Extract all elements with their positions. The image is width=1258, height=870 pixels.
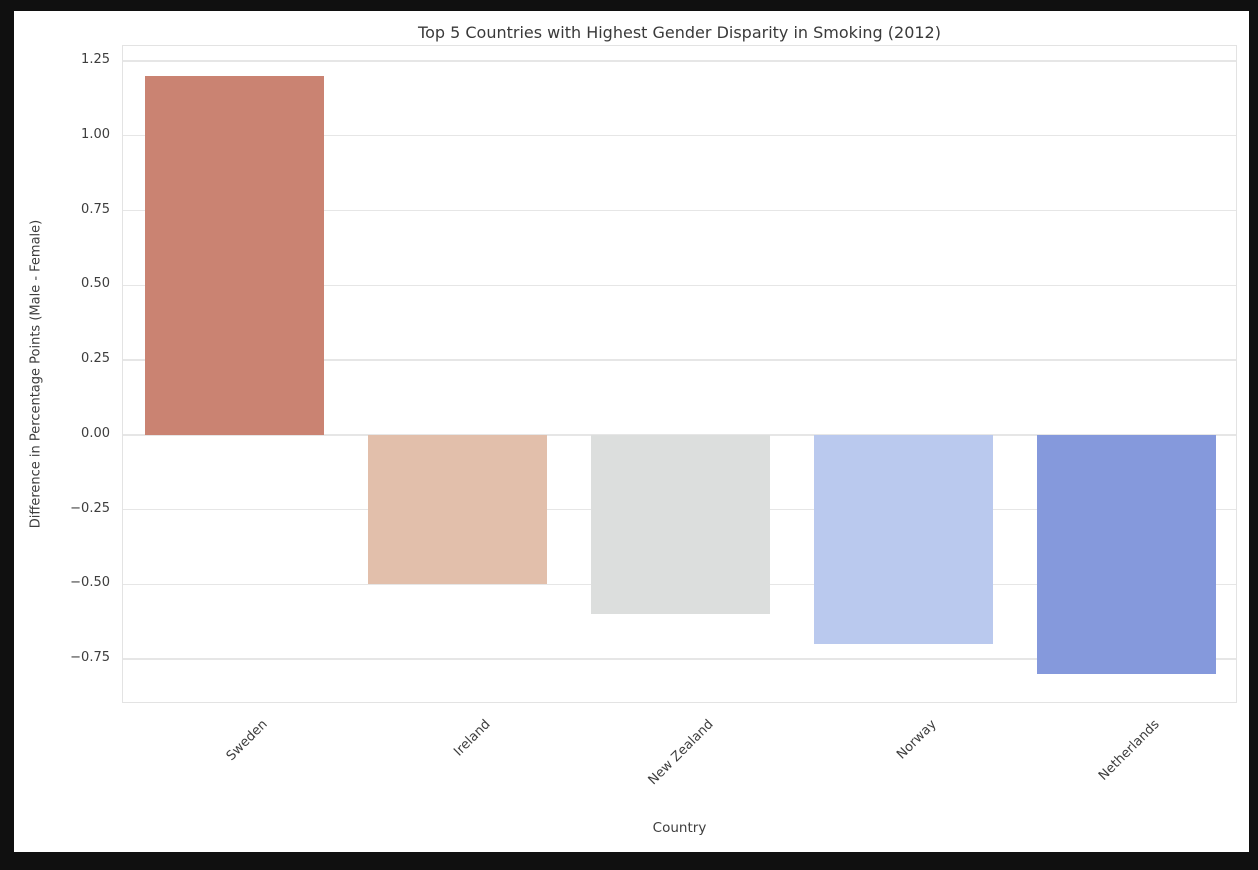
bar-new-zealand [591,434,770,615]
y-tick-label: −0.50 [70,575,110,591]
x-axis-label: Country [652,820,707,836]
x-tick-label: Sweden [223,717,271,764]
gridline [123,359,1236,361]
y-axis-label: Difference in Percentage Points (Male - … [28,219,44,529]
x-tick-label: Ireland [450,717,494,760]
bar-norway [814,434,993,645]
chart-title: Top 5 Countries with Highest Gender Disp… [418,23,941,42]
y-tick-label: 0.00 [81,425,110,441]
x-tick-label: Norway [893,717,940,763]
gridline [123,284,1236,287]
y-tick-label: 0.75 [81,201,110,217]
y-tick-label: 1.00 [81,126,110,142]
y-tick-label: −0.75 [70,650,110,666]
y-tick-label: 0.25 [81,351,110,367]
gridline [123,209,1236,212]
bar-netherlands [1037,434,1216,675]
bar-ireland [368,434,547,585]
gridline [123,658,1236,660]
y-tick-label: −0.25 [70,500,110,516]
y-tick-label: 0.50 [81,276,110,292]
gridline [123,134,1236,137]
figure: Top 5 Countries with Highest Gender Disp… [14,11,1249,852]
bar-sweden [145,75,324,435]
gridline [123,60,1236,62]
x-tick-label: New Zealand [645,717,717,789]
x-tick-label: Netherlands [1095,717,1163,784]
y-tick-label: 1.25 [81,51,110,67]
plot-area [122,45,1237,703]
